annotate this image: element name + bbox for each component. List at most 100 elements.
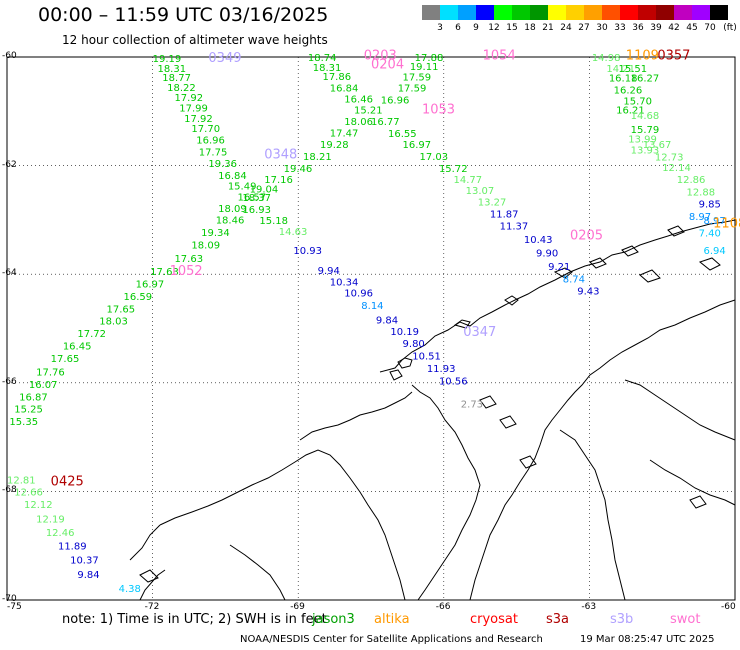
color-scale-label: 24	[560, 23, 572, 33]
swh-value: 18.03	[99, 316, 128, 327]
swh-value: 11.37	[500, 221, 529, 232]
island-9	[698, 257, 721, 271]
swh-value: 14.63	[279, 227, 308, 238]
swh-value: 11.87	[490, 209, 519, 220]
credit-line: NOAA/NESDIS Center for Satellite Applica…	[240, 634, 543, 645]
color-scale-label: 6	[455, 23, 461, 33]
swh-value: 16.27	[631, 74, 660, 85]
swh-value: 16.97	[403, 140, 432, 151]
swh-value: 9.90	[536, 248, 558, 259]
swh-value: 17.76	[36, 367, 65, 378]
swh-value: 19.36	[208, 159, 237, 170]
swh-value: 15.18	[259, 216, 288, 227]
satellite-legend-item: s3a	[546, 612, 570, 627]
swh-value: 17.72	[77, 329, 106, 340]
island-14	[519, 455, 537, 469]
swh-value: 16.84	[218, 171, 247, 182]
color-scale-swatch	[620, 5, 638, 20]
color-scale-label: 12	[488, 23, 500, 33]
track-id-label: 1109	[626, 48, 659, 63]
coastline	[129, 219, 736, 601]
swh-value: 10.96	[344, 289, 373, 300]
swh-value: 9.84	[376, 315, 398, 326]
swh-value: 14.77	[454, 175, 483, 186]
color-scale-label: 9	[473, 23, 479, 33]
swh-value: 14.68	[631, 111, 660, 122]
swh-value: 16.46	[344, 94, 373, 105]
color-scale-swatch	[710, 5, 728, 20]
map-title: 00:00 – 11:59 UTC 03/16/2025	[38, 4, 329, 26]
swh-value: 17.47	[330, 128, 359, 139]
swh-value: 12.86	[677, 175, 706, 186]
swh-value: 17.70	[191, 124, 220, 135]
swh-value: 15.49	[228, 182, 257, 193]
color-scale-label: 42	[668, 23, 680, 33]
swh-value: 17.99	[179, 103, 208, 114]
swh-value: 12.88	[686, 188, 715, 199]
island-7	[621, 245, 639, 257]
swh-value: 11.89	[58, 542, 87, 553]
latitude-label: -68	[2, 485, 17, 496]
color-scale-swatch	[548, 5, 566, 20]
swh-value: 18.09	[218, 204, 247, 215]
swh-value: 12.46	[46, 528, 75, 539]
swh-value: 19.34	[201, 228, 230, 239]
swh-value: 12.73	[655, 152, 684, 163]
color-scale-swatch	[674, 5, 692, 20]
swh-value: 12.19	[36, 515, 65, 526]
color-scale-label: 36	[632, 23, 644, 33]
swh-value: 13.27	[478, 197, 507, 208]
island-4	[504, 295, 519, 306]
color-scale-label: 18	[524, 23, 536, 33]
swh-value: 9.80	[403, 339, 425, 350]
swh-value: 9.43	[577, 286, 599, 297]
swh-value: 17.92	[174, 93, 203, 104]
swh-value: 18.77	[162, 73, 191, 84]
color-scale-label: 45	[686, 23, 698, 33]
swh-value: 10.43	[524, 235, 553, 246]
track-id-label: 1054	[483, 48, 516, 63]
map-frame	[6, 56, 736, 601]
swh-value: 13.67	[643, 140, 672, 151]
swh-value: 18.46	[216, 215, 245, 226]
satellite-legend-item: altika	[374, 612, 410, 627]
swh-value: 17.63	[174, 254, 203, 265]
peninsula-east-coast	[469, 299, 736, 601]
swh-value: 16.96	[381, 95, 410, 106]
island-3	[453, 319, 471, 329]
island-1	[397, 357, 413, 369]
swh-value: 9.84	[77, 570, 99, 581]
color-scale-swatch	[566, 5, 584, 20]
swh-value: 15.51	[619, 64, 648, 75]
swh-value: 16.59	[123, 292, 152, 303]
swh-value: 16.21	[616, 106, 645, 117]
swh-value: 7.40	[699, 228, 721, 239]
color-scale-label: 27	[578, 23, 590, 33]
swh-value: 18.31	[313, 63, 342, 74]
track-id-label: 0204	[371, 58, 404, 73]
track-id-label: 0425	[51, 475, 84, 490]
color-scale-label: 3	[437, 23, 443, 33]
inner-south-coast	[229, 544, 286, 601]
color-scale-swatch	[422, 5, 440, 20]
swh-value: 17.59	[403, 73, 432, 84]
swh-value: 10.37	[70, 555, 99, 566]
satellite-legend-item: cryosat	[470, 612, 518, 627]
swh-value: 18.06	[344, 117, 373, 128]
swh-value: 8.14	[361, 301, 383, 312]
swh-value: 17.63	[150, 267, 179, 278]
color-scale-label: 15	[506, 23, 518, 33]
color-scale-swatch	[656, 5, 674, 20]
swh-value: 16.77	[371, 117, 400, 128]
swh-value: 19.28	[320, 140, 349, 151]
track-id-label: 0357	[657, 48, 690, 63]
satellite-legend-item: jason3	[312, 612, 355, 627]
swh-value: 16.96	[196, 136, 225, 147]
graticule	[7, 57, 735, 600]
track-id-label: 0205	[570, 229, 603, 244]
weddell-ice-edge-2	[649, 459, 736, 506]
satellite-legend-item: swot	[670, 612, 701, 627]
weddell-ice-edge	[624, 379, 736, 441]
